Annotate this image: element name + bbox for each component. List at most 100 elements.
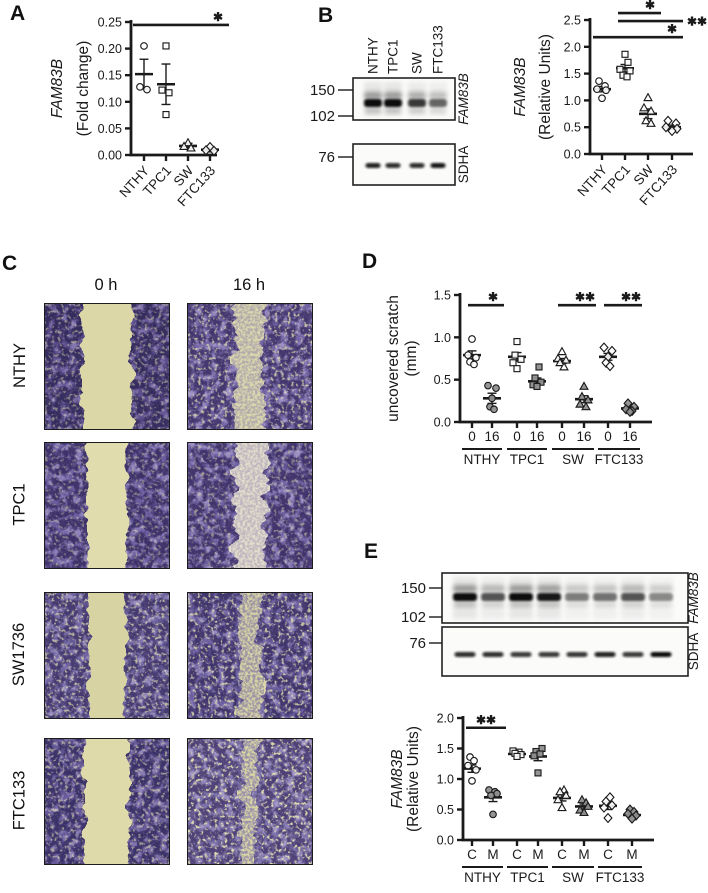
micrograph-ftc133-0h	[44, 738, 170, 865]
panel-b-scatter-chart: ✱ ✱✱ ✱ 0.0 0.5 1.0 1.5 2.0 2.5 FAM83B (Relative Un…	[455, 0, 708, 245]
svg-text:M: M	[578, 847, 589, 862]
svg-text:FAM83B: FAM83B	[49, 59, 66, 118]
panel-e-scatter-chart: ✱✱ 0.0 0.5 1.0 1.5 2.0 FAM83B (Relative Units) C…	[360, 690, 708, 893]
panel-letter-a: A	[10, 2, 26, 25]
micrograph-image	[188, 443, 312, 568]
svg-text:0: 0	[468, 429, 476, 444]
svg-text:FAM83B: FAM83B	[512, 57, 529, 116]
svg-text:102: 102	[401, 609, 426, 626]
row-label-nthy: NTHY	[10, 343, 29, 388]
panel-b-western-blot: 150 102 76 NTHY TPC1 SW FTC133 FAM83B SDHA	[225, 0, 475, 200]
svg-text:150: 150	[401, 580, 426, 597]
svg-text:FAM83B: FAM83B	[456, 73, 471, 125]
svg-text:0.0: 0.0	[434, 416, 451, 430]
svg-text:✱: ✱	[213, 10, 223, 24]
scatter-plot-E: ✱✱ 0.0 0.5 1.0 1.5 2.0 FAM83B (Relative Units) C…	[389, 712, 654, 885]
svg-text:16: 16	[529, 429, 544, 444]
row-label-sw1736: SW1736	[10, 622, 29, 687]
svg-text:(mm): (mm)	[403, 340, 420, 376]
svg-text:2.0: 2.0	[437, 712, 454, 726]
svg-text:0.0: 0.0	[437, 834, 454, 848]
svg-text:0.5: 0.5	[434, 373, 451, 387]
svg-text:✱✱: ✱✱	[575, 290, 595, 304]
micrograph-image	[45, 593, 169, 718]
panel-letter-d: D	[362, 250, 378, 273]
svg-text:0.0: 0.0	[564, 148, 581, 162]
svg-text:0.15: 0.15	[98, 69, 122, 83]
micrograph-image	[188, 593, 312, 718]
svg-text:C: C	[557, 847, 567, 862]
column-header-0h: 0 h	[94, 276, 118, 294]
svg-text:SW: SW	[562, 870, 584, 885]
micrograph-tpc1-16h	[187, 442, 313, 569]
svg-text:2.5: 2.5	[564, 14, 581, 28]
micrograph-image	[45, 304, 169, 429]
svg-text:(Relative Units): (Relative Units)	[405, 726, 422, 832]
micrograph-ftc133-16h	[187, 738, 313, 865]
svg-text:M: M	[626, 847, 637, 862]
panel-letter-c: C	[2, 252, 18, 275]
svg-text:0.25: 0.25	[98, 16, 122, 30]
scatter-plot-A: ✱ 0.00 0.05 0.10 0.15 0.20 0.25 FAM83B (Fold cha…	[49, 10, 229, 209]
svg-text:✱✱: ✱✱	[621, 290, 641, 304]
svg-text:FTC133: FTC133	[431, 25, 446, 74]
micrograph-image	[188, 304, 312, 429]
western-blot-e: 150 102 76 FAM83B SDHA	[401, 572, 701, 677]
panel-d-scatter-chart: ✱ ✱✱ ✱✱ 0.0 0.5 1.0 1.5 uncovered scratch (mm) 0 1…	[360, 245, 708, 480]
svg-text:✱✱: ✱✱	[687, 15, 707, 29]
svg-text:0.00: 0.00	[98, 149, 122, 163]
svg-text:2.0: 2.0	[564, 40, 581, 54]
panel-letter-e: E	[364, 540, 379, 563]
svg-text:0.10: 0.10	[98, 95, 122, 109]
svg-text:C: C	[603, 847, 613, 862]
svg-text:SDHA: SDHA	[456, 146, 471, 184]
micrograph-nthy-0h	[44, 303, 170, 430]
svg-text:NTHY: NTHY	[366, 37, 381, 74]
svg-text:1.0: 1.0	[437, 773, 454, 787]
svg-text:0.20: 0.20	[98, 42, 122, 56]
micrograph-image	[45, 443, 169, 568]
svg-text:1.5: 1.5	[564, 67, 581, 81]
svg-text:FTC133: FTC133	[596, 870, 645, 885]
svg-text:TPC1: TPC1	[510, 870, 545, 885]
svg-text:TPC1: TPC1	[386, 39, 401, 74]
svg-text:FAM83B: FAM83B	[686, 572, 701, 624]
svg-text:C: C	[467, 847, 477, 862]
svg-text:1.5: 1.5	[437, 742, 454, 756]
panel-e-western-blot: 150 102 76 FAM83B SDHA	[360, 530, 708, 692]
svg-text:M: M	[532, 847, 543, 862]
svg-text:0.5: 0.5	[564, 121, 581, 135]
svg-text:✱: ✱	[488, 290, 498, 304]
micrograph-image	[45, 739, 169, 864]
svg-text:1.0: 1.0	[434, 331, 451, 345]
svg-text:SW: SW	[562, 452, 584, 467]
svg-text:✱: ✱	[667, 22, 677, 36]
svg-text:(Relative Units): (Relative Units)	[537, 34, 554, 140]
svg-text:M: M	[487, 847, 498, 862]
row-label-ftc133: FTC133	[10, 770, 29, 831]
svg-text:16: 16	[622, 429, 637, 444]
micrograph-tpc1-0h	[44, 442, 170, 569]
svg-text:✱: ✱	[645, 0, 655, 12]
svg-text:0.05: 0.05	[98, 122, 122, 136]
svg-text:NTHY: NTHY	[464, 452, 501, 467]
panel-c-micrograph-grid: 0 h 16 h NTHY TPC1 SW1736 FTC133	[0, 245, 360, 890]
svg-text:16: 16	[576, 429, 591, 444]
micrograph-image	[188, 739, 312, 864]
column-header-16h: 16 h	[232, 276, 266, 294]
panel-a-scatter-chart: ✱ 0.00 0.05 0.10 0.15 0.20 0.25 FAM83B (Fold cha…	[0, 0, 240, 240]
svg-text:16: 16	[484, 429, 499, 444]
svg-text:(Fold change): (Fold change)	[75, 41, 92, 137]
micrograph-sw1736-16h	[187, 592, 313, 719]
svg-text:150: 150	[310, 82, 335, 99]
svg-text:102: 102	[310, 108, 335, 125]
svg-text:0: 0	[513, 429, 521, 444]
svg-text:FAM83B: FAM83B	[389, 749, 406, 808]
svg-text:1.0: 1.0	[564, 94, 581, 108]
svg-text:uncovered scratch: uncovered scratch	[385, 295, 402, 422]
svg-text:NTHY: NTHY	[464, 870, 501, 885]
svg-text:SDHA: SDHA	[686, 633, 701, 671]
